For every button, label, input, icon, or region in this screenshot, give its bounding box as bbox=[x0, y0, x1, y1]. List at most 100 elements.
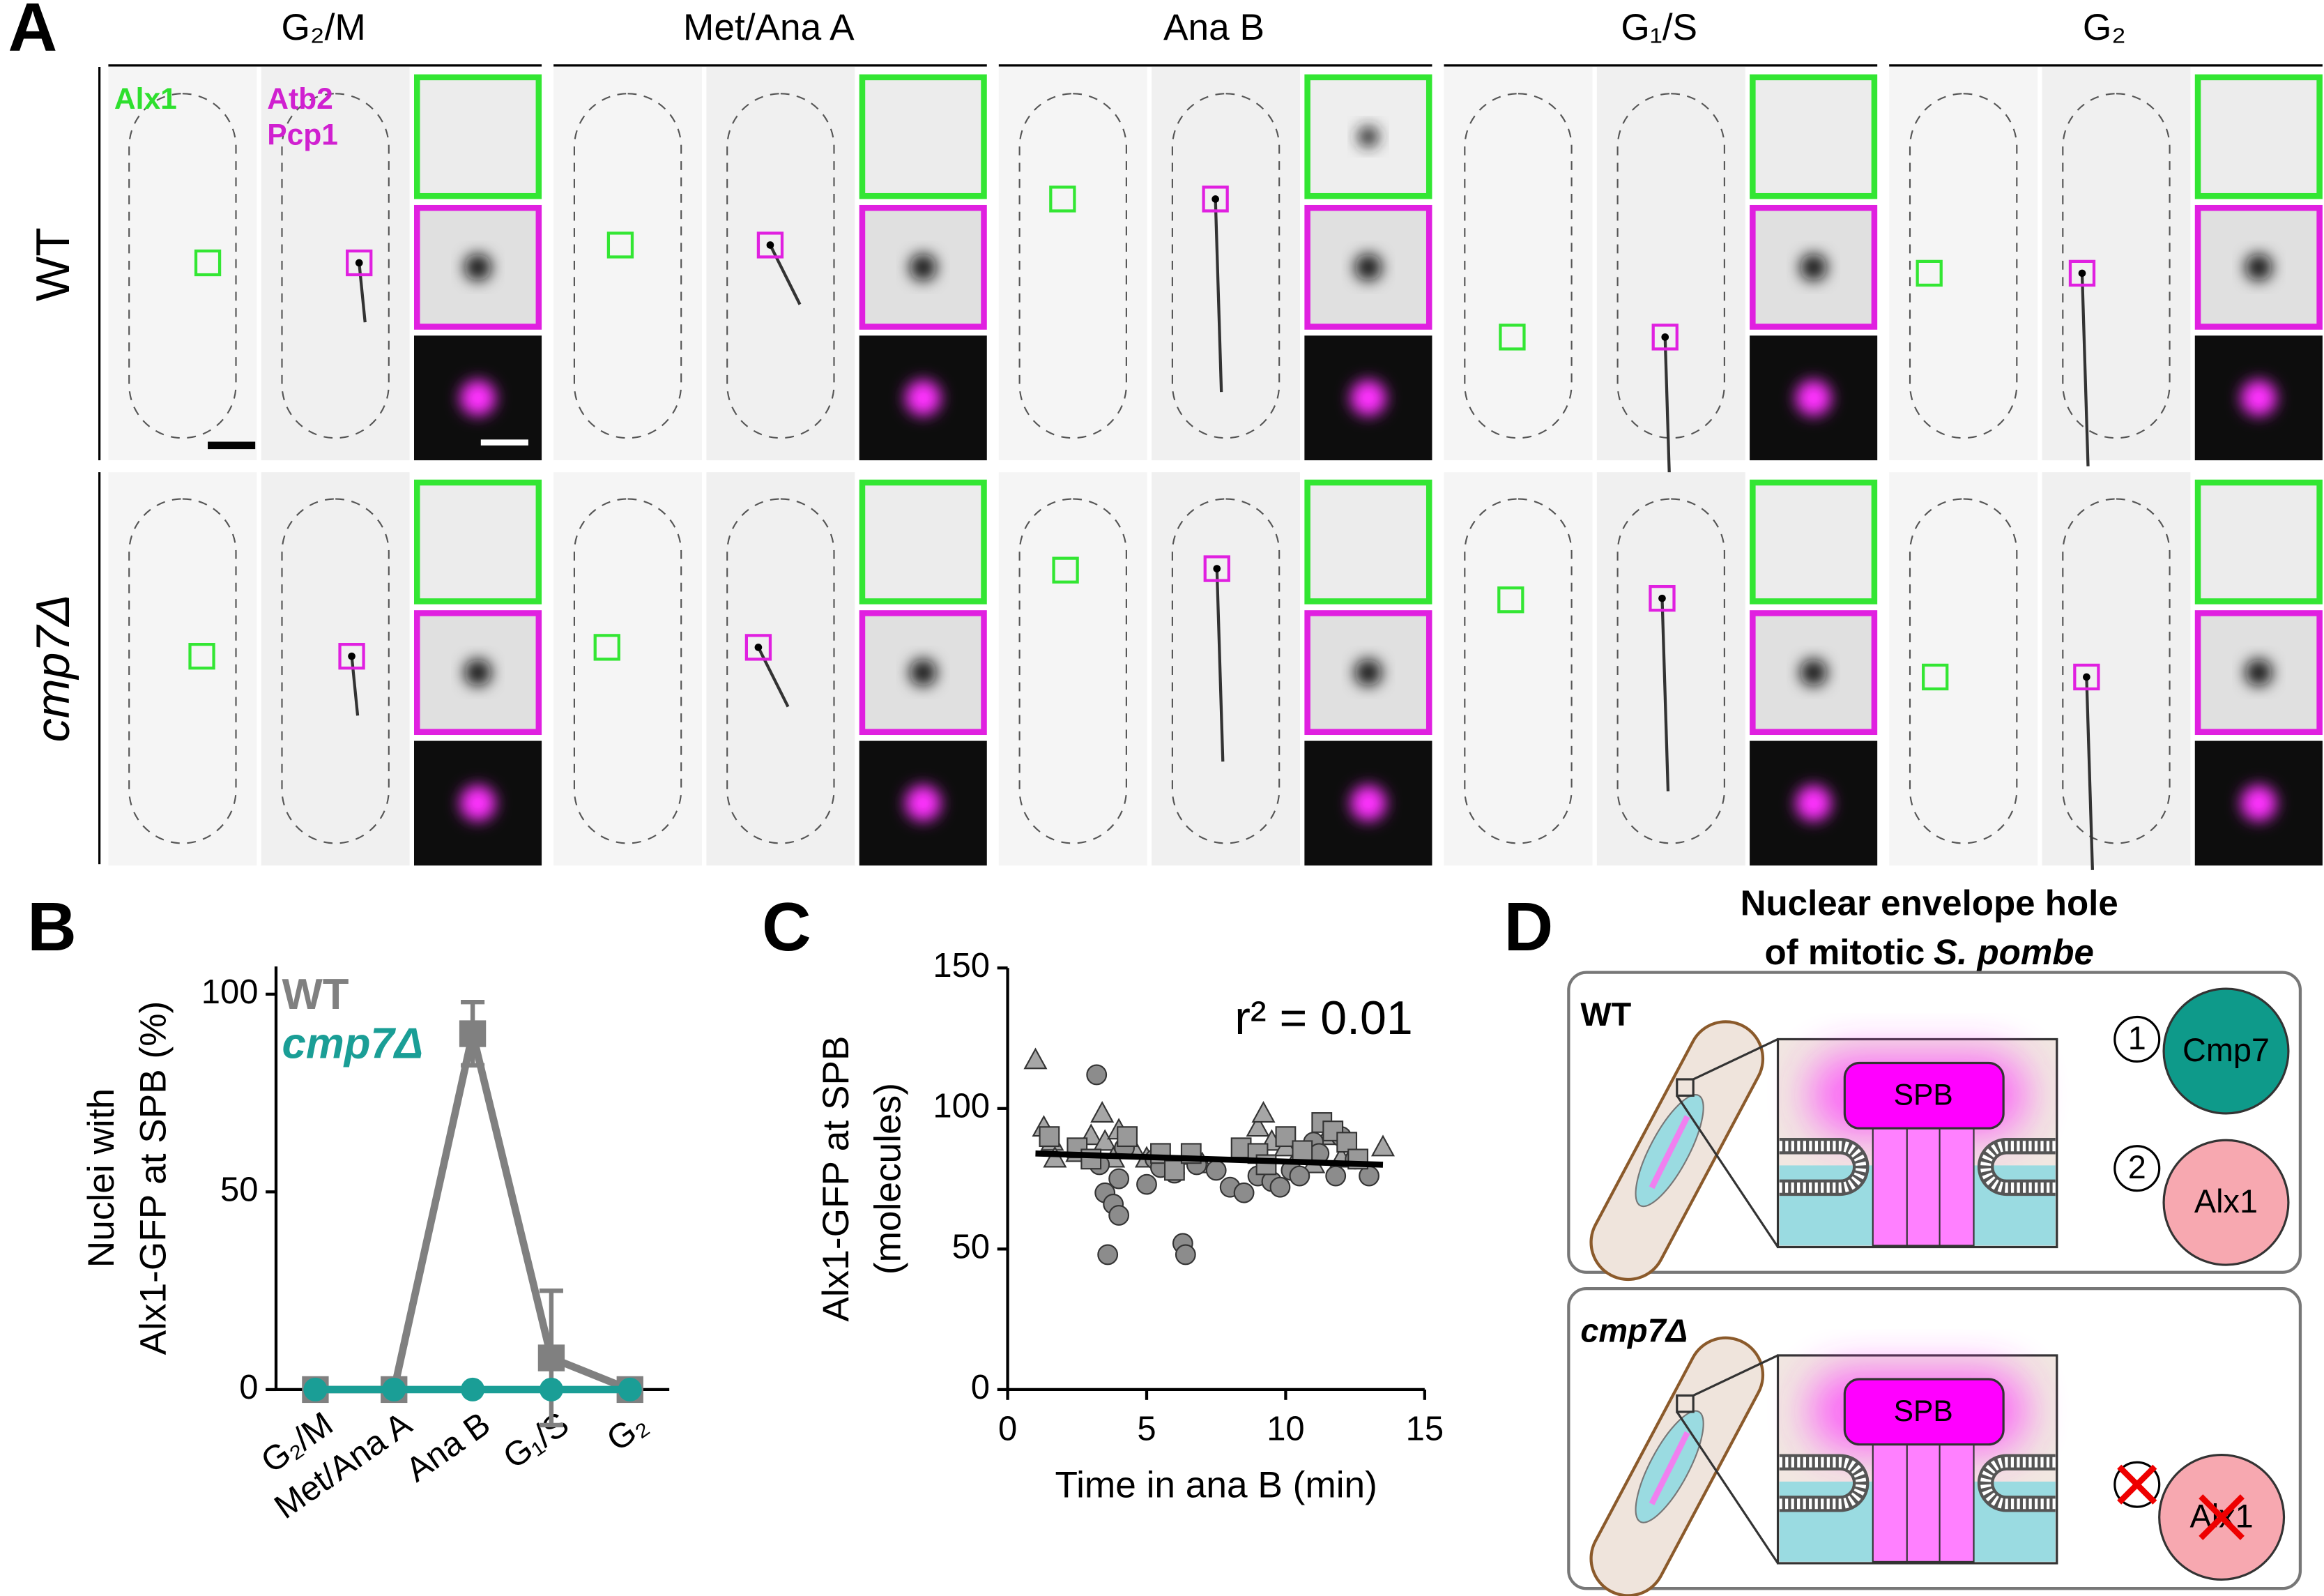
y-tick-label: 100 bbox=[201, 973, 259, 1011]
panel-letter: B bbox=[27, 888, 77, 965]
panel-letter: A bbox=[8, 0, 57, 66]
cell-outline bbox=[128, 93, 237, 439]
data-point bbox=[1269, 1176, 1291, 1198]
inset-dot bbox=[464, 659, 491, 686]
spb-dot bbox=[1211, 195, 1219, 203]
cell-image bbox=[553, 472, 703, 866]
spb-dot bbox=[1213, 565, 1221, 572]
cell-outline bbox=[1018, 93, 1127, 439]
x-tick-label: 5 bbox=[1137, 1410, 1156, 1447]
cell-image bbox=[1152, 66, 1300, 461]
y-axis-label: Nuclei with bbox=[81, 1088, 122, 1268]
data-point bbox=[1163, 1160, 1185, 1181]
cell-image bbox=[1596, 66, 1745, 461]
cell-outline bbox=[1171, 93, 1281, 439]
y-axis-label: Alx1-GFP at SPB (%) bbox=[133, 1001, 174, 1355]
protein-label: Cmp7 bbox=[2182, 1032, 2270, 1068]
inset-dot bbox=[910, 659, 937, 686]
inset-signal bbox=[1350, 785, 1386, 821]
cell-image bbox=[1596, 472, 1745, 866]
spb-label: SPB bbox=[1894, 1394, 1953, 1428]
inset-green bbox=[1750, 74, 1878, 199]
title-part: of mitotic bbox=[1764, 932, 1925, 972]
inset-signal bbox=[1350, 380, 1386, 416]
cell-image bbox=[998, 66, 1147, 461]
roi-box bbox=[756, 231, 784, 259]
data-point bbox=[303, 1377, 328, 1401]
inset-green bbox=[2194, 74, 2323, 199]
x-tick-label: G₁/S bbox=[496, 1405, 576, 1476]
channel-label: Pcp1 bbox=[267, 118, 338, 151]
cell-image bbox=[1152, 472, 1300, 866]
roi-box bbox=[1916, 259, 1943, 287]
membrane-core bbox=[1980, 1141, 2056, 1193]
cell-outline bbox=[726, 498, 835, 844]
inset-green bbox=[1750, 479, 1878, 605]
data-point bbox=[1108, 1168, 1130, 1190]
data-point bbox=[539, 1377, 563, 1401]
data-point bbox=[1336, 1132, 1358, 1153]
spb-core bbox=[1872, 1441, 1975, 1563]
data-point bbox=[1292, 1140, 1313, 1162]
cell-image bbox=[261, 66, 410, 461]
data-point bbox=[1246, 1115, 1270, 1137]
zoom-lines bbox=[1676, 1354, 1779, 1564]
roi-box bbox=[1049, 185, 1076, 213]
spb-label: SPB bbox=[1894, 1079, 1953, 1112]
x-tick-label: 15 bbox=[1406, 1410, 1444, 1447]
cell-image bbox=[1444, 472, 1593, 866]
membrane-core bbox=[1980, 1457, 2056, 1510]
membrane-core bbox=[1779, 1457, 1867, 1510]
roi-box bbox=[593, 634, 620, 661]
zoom-marker bbox=[1676, 1394, 1695, 1413]
data-point bbox=[1370, 1134, 1396, 1157]
y-tick-label: 50 bbox=[220, 1171, 258, 1208]
inset-signal bbox=[2240, 380, 2277, 416]
cell-image bbox=[1444, 66, 1593, 461]
inset-signal bbox=[1796, 785, 1832, 821]
cell-image bbox=[553, 66, 703, 461]
data-point bbox=[1136, 1173, 1157, 1195]
microtubule bbox=[358, 262, 367, 323]
row-label: WT bbox=[26, 227, 79, 301]
spb bbox=[1843, 1378, 2005, 1446]
panel-letter: C bbox=[762, 888, 811, 965]
column-title: G₁/S bbox=[1621, 7, 1697, 48]
channel-label: Atb2 bbox=[267, 82, 333, 116]
panel-letter: D bbox=[1504, 888, 1554, 965]
cell-outline bbox=[1909, 498, 2018, 844]
roi-box bbox=[1497, 586, 1524, 614]
column-title: G₂ bbox=[2083, 7, 2126, 48]
step-number: 2 bbox=[2128, 1149, 2146, 1185]
microtubule bbox=[2085, 676, 2095, 870]
inset-signal bbox=[2240, 785, 2277, 821]
spb-core-lines bbox=[1906, 1125, 1941, 1246]
inset-dot bbox=[464, 254, 491, 281]
inset-dot bbox=[2245, 254, 2272, 281]
data-point bbox=[1251, 1101, 1276, 1123]
inset-green bbox=[859, 479, 987, 605]
inset-signal bbox=[459, 785, 496, 821]
legend-entry: WT bbox=[282, 971, 349, 1019]
series-line bbox=[315, 1033, 632, 1394]
microtubule bbox=[769, 244, 802, 305]
column-title: G₂/M bbox=[282, 7, 366, 48]
microtubule bbox=[1660, 598, 1670, 791]
spb-dot bbox=[2083, 673, 2090, 681]
x-axis-label: Time in ana B (min) bbox=[1055, 1464, 1377, 1505]
inset-signal bbox=[905, 380, 941, 416]
data-point bbox=[459, 1020, 487, 1047]
roi-box bbox=[1649, 584, 1676, 612]
inset-dot bbox=[1800, 254, 1827, 281]
inset-dot bbox=[1358, 126, 1379, 147]
roi-box bbox=[2073, 663, 2100, 691]
spb-dot bbox=[766, 241, 774, 249]
cell-image bbox=[706, 472, 855, 866]
data-point bbox=[1093, 1129, 1117, 1151]
cell-outline bbox=[128, 498, 237, 844]
data-point bbox=[382, 1377, 406, 1401]
microtubule bbox=[1215, 568, 1225, 762]
y-axis-label: Alx1-GFP at SPB bbox=[816, 1036, 857, 1322]
